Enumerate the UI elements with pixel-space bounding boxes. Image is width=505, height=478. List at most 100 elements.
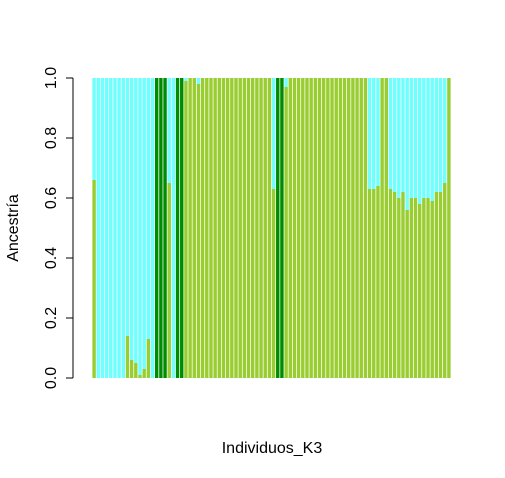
bar-segment-cluster3 <box>104 78 109 378</box>
bar-segment-cluster2 <box>154 78 159 378</box>
bar-segment-cluster1 <box>259 78 263 378</box>
bar-segment-cluster1 <box>417 204 422 378</box>
bar-segment-cluster1 <box>363 78 368 378</box>
y-tick-label: 0.4 <box>43 247 60 269</box>
bar-segment-cluster1 <box>188 78 192 378</box>
bar-segment-cluster1 <box>305 78 309 378</box>
stacked-bars <box>92 78 451 378</box>
bar-segment-cluster3 <box>184 78 188 81</box>
bar-segment-cluster1 <box>367 189 372 378</box>
bar-segment-cluster3 <box>284 78 288 87</box>
bar-segment-cluster1 <box>443 183 447 378</box>
bar-segment-cluster1 <box>288 78 292 378</box>
bar-segment-cluster3 <box>142 78 146 369</box>
bar-segment-cluster1 <box>251 78 255 378</box>
bar-segment-cluster1 <box>347 78 351 378</box>
y-tick-label: 1.0 <box>43 67 60 89</box>
y-axis-title: Ancestría <box>5 194 22 262</box>
bar-segment-cluster3 <box>138 78 142 375</box>
bar-segment-cluster1 <box>167 183 171 378</box>
bar-segment-cluster1 <box>238 78 242 378</box>
bar-segment-cluster1 <box>401 192 405 378</box>
bar-segment-cluster1 <box>405 210 409 378</box>
bar-segment-cluster1 <box>217 78 222 378</box>
y-tick-label: 0.0 <box>43 367 60 389</box>
bar-segment-cluster3 <box>121 78 126 378</box>
bar-segment-cluster1 <box>134 363 138 378</box>
bar-segment-cluster3 <box>146 78 151 339</box>
bar-segment-cluster1 <box>334 78 338 378</box>
bar-segment-cluster3 <box>129 78 134 360</box>
bar-segment-cluster1 <box>321 78 326 378</box>
bar-segment-cluster3 <box>109 78 113 378</box>
bar-segment-cluster3 <box>150 78 155 378</box>
bar-segment-cluster1 <box>146 339 151 378</box>
bar-segment-cluster2 <box>175 78 180 378</box>
bar-segment-cluster1 <box>209 78 213 378</box>
y-tick-label: 0.2 <box>43 307 60 329</box>
bar-segment-cluster3 <box>413 78 418 198</box>
bar-segment-cluster1 <box>351 78 355 378</box>
bar-segment-cluster3 <box>125 78 130 336</box>
bar-segment-cluster3 <box>100 78 105 378</box>
bar-segment-cluster2 <box>159 78 163 378</box>
y-tick-label: 0.6 <box>43 187 60 209</box>
bar-segment-cluster3 <box>134 78 138 363</box>
bar-segment-cluster1 <box>225 78 230 378</box>
bar-segment-cluster3 <box>92 78 96 180</box>
bar-segment-cluster3 <box>196 78 201 84</box>
bar-segment-cluster3 <box>271 78 276 189</box>
bar-segment-cluster3 <box>372 78 376 189</box>
bar-segment-cluster2 <box>180 78 184 378</box>
bar-segment-cluster3 <box>392 78 397 192</box>
bar-segment-cluster1 <box>205 78 209 378</box>
bar-segment-cluster1 <box>355 78 359 378</box>
bar-segment-cluster1 <box>317 78 322 378</box>
bar-segment-cluster2 <box>276 78 280 378</box>
bar-segment-cluster1 <box>192 78 196 378</box>
bar-segment-cluster1 <box>409 198 414 378</box>
bar-segment-cluster1 <box>397 198 401 378</box>
bar-segment-cluster1 <box>284 87 288 378</box>
bar-segment-cluster3 <box>96 78 100 378</box>
bar-segment-cluster1 <box>330 78 334 378</box>
bar-segment-cluster1 <box>380 78 384 378</box>
bar-segment-cluster2 <box>280 78 284 378</box>
bar-segment-cluster1 <box>413 198 418 378</box>
bar-segment-cluster3 <box>409 78 414 198</box>
bar-segment-cluster3 <box>430 78 434 201</box>
bar-segment-cluster3 <box>434 78 439 192</box>
bar-segment-cluster3 <box>422 78 426 198</box>
y-tick-label: 0.8 <box>43 127 60 149</box>
bar-segment-cluster3 <box>405 78 409 210</box>
bar-segment-cluster1 <box>125 336 130 378</box>
bar-segment-cluster1 <box>438 192 443 378</box>
bar-segment-cluster1 <box>422 198 426 378</box>
bar-segment-cluster3 <box>443 78 447 183</box>
bar-segment-cluster1 <box>255 78 259 378</box>
bar-segment-cluster1 <box>430 201 434 378</box>
bar-segment-cluster3 <box>171 78 176 378</box>
bar-segment-cluster3 <box>397 78 401 198</box>
bar-segment-cluster1 <box>234 78 238 378</box>
bar-segment-cluster1 <box>313 78 318 378</box>
bar-segment-cluster1 <box>138 375 142 378</box>
bar-segment-cluster3 <box>426 78 430 198</box>
bar-segment-cluster1 <box>292 78 297 378</box>
bar-segment-cluster2 <box>163 78 167 378</box>
bar-segment-cluster1 <box>230 78 234 378</box>
bar-segment-cluster1 <box>447 78 451 378</box>
bar-segment-cluster3 <box>401 78 405 192</box>
bar-segment-cluster1 <box>246 78 251 378</box>
bar-segment-cluster1 <box>372 189 376 378</box>
y-axis: 0.0 0.2 0.4 0.6 0.8 1.0 <box>43 67 74 389</box>
bar-segment-cluster1 <box>129 360 134 378</box>
bar-segment-cluster1 <box>267 78 272 378</box>
bar-segment-cluster1 <box>388 189 393 378</box>
bar-segment-cluster1 <box>92 180 96 378</box>
bar-segment-cluster1 <box>142 369 146 378</box>
bar-segment-cluster3 <box>367 78 372 189</box>
bar-segment-cluster3 <box>117 78 121 378</box>
bar-segment-cluster1 <box>376 186 380 378</box>
